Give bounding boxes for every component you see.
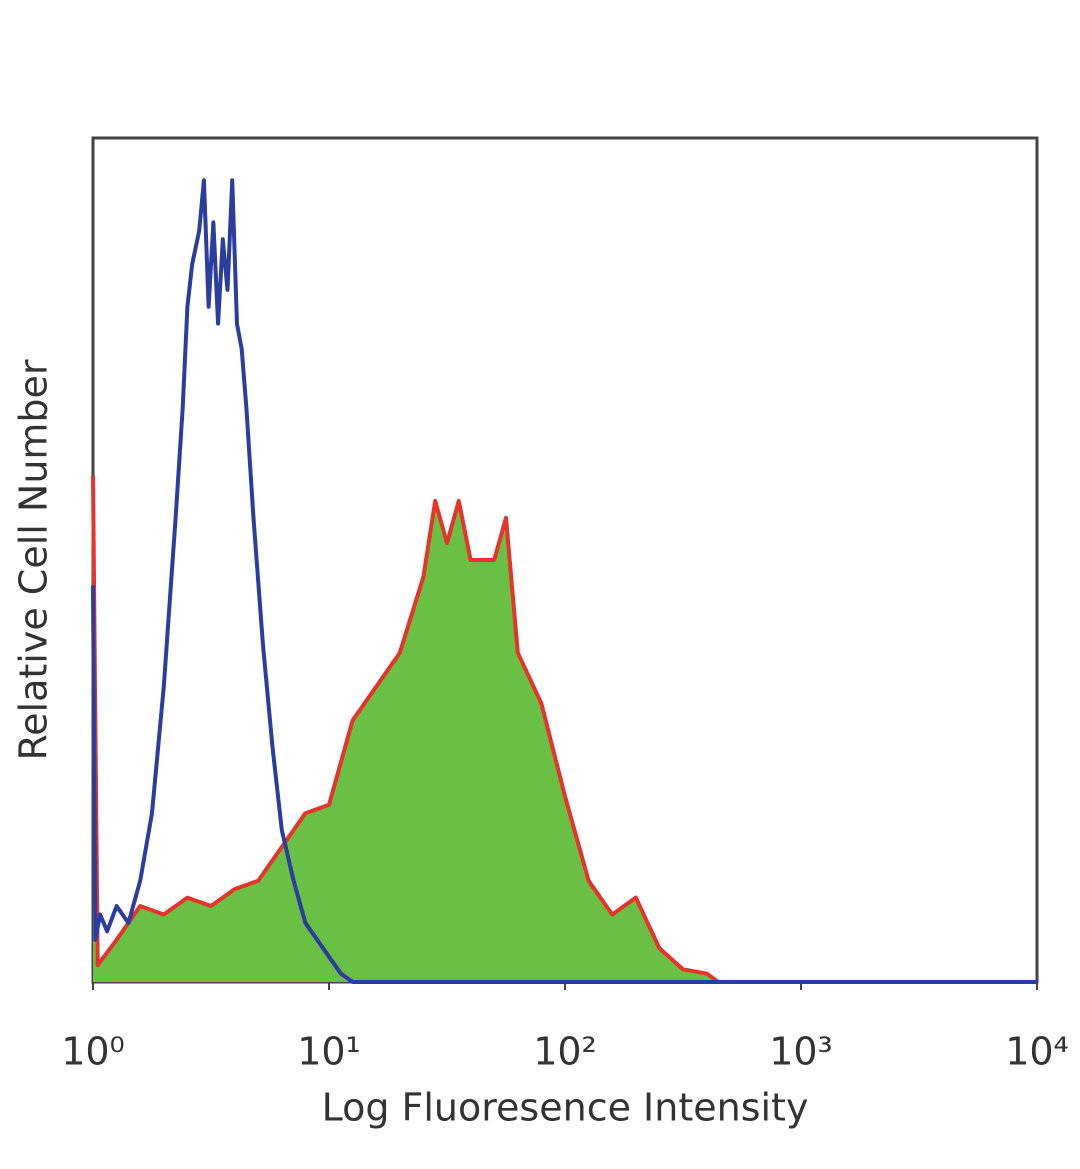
x-tick-label: 10¹	[297, 1030, 361, 1074]
x-axis-label: Log Fluoresence Intensity	[322, 1086, 809, 1130]
histogram-line	[91, 178, 1037, 984]
histogram-area	[93, 475, 1037, 982]
x-tick-label: 10⁰	[61, 1030, 125, 1074]
histogram-line	[91, 475, 1037, 984]
x-tick-label: 10⁴	[1005, 1030, 1069, 1074]
x-tick-label: 10²	[533, 1030, 597, 1074]
x-tick-label: 10³	[769, 1030, 833, 1074]
y-axis-label: Relative Cell Number	[12, 359, 56, 760]
